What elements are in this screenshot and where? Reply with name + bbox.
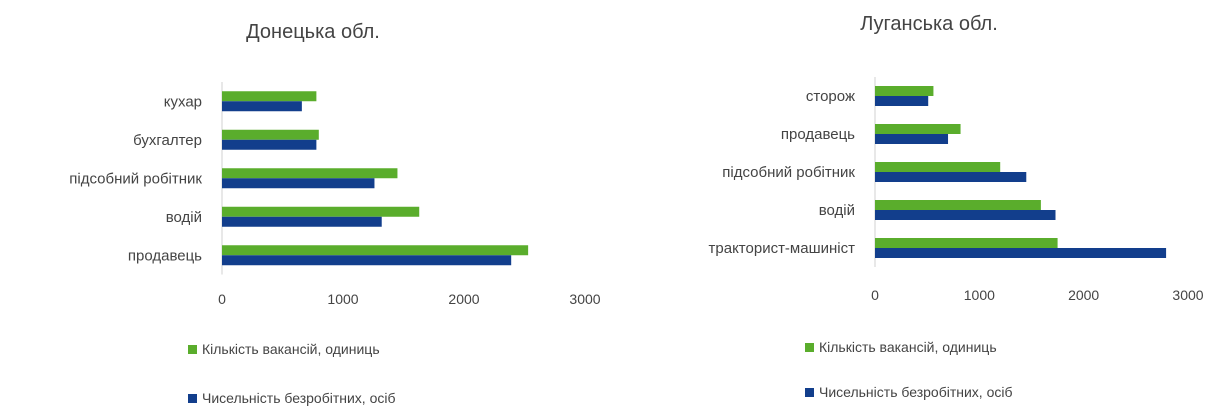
- bar: [875, 238, 1058, 248]
- legend-label: Кількість вакансій, одиниць: [202, 341, 380, 357]
- chart-luhansk: Луганська обл. сторож продавець підсобний …: [612, 0, 1223, 414]
- bar: [222, 139, 317, 150]
- legend-label: Чисельність безробітних, осіб: [819, 384, 1013, 400]
- category-label: кухар: [164, 93, 202, 110]
- bar: [222, 168, 398, 179]
- chart-donetsk: Донецька обл. кухар бухгалтер підсобний ро…: [69, 21, 601, 406]
- category-label: водій: [166, 209, 202, 226]
- x-tick-label: 3000: [1172, 287, 1203, 303]
- bar: [875, 200, 1041, 210]
- bar: [875, 124, 961, 134]
- bar: [222, 206, 420, 217]
- x-tick-label: 2000: [1068, 287, 1099, 303]
- x-tick-label: 3000: [569, 291, 600, 307]
- x-tick-label: 1000: [964, 287, 995, 303]
- chart-title: Донецька обл.: [246, 21, 380, 43]
- bar: [222, 216, 382, 227]
- legend-swatch: [805, 343, 814, 352]
- x-tick-label: 1000: [327, 291, 358, 307]
- bar: [222, 91, 317, 102]
- category-label: тракторист-машиніст: [709, 240, 856, 257]
- bar: [222, 255, 512, 266]
- x-tick-label: 0: [871, 287, 879, 303]
- x-tick-label: 0: [218, 291, 226, 307]
- category-label: продавець: [781, 126, 855, 143]
- bar: [875, 86, 934, 96]
- legend-swatch: [188, 345, 197, 354]
- bar: [875, 172, 1027, 182]
- bar: [875, 162, 1001, 172]
- legend-label: Чисельність безробітних, осіб: [202, 390, 396, 406]
- bar: [222, 129, 319, 140]
- category-label: продавець: [128, 247, 202, 264]
- legend-swatch: [188, 394, 197, 403]
- bar: [875, 248, 1167, 258]
- category-label: водій: [819, 202, 855, 219]
- bar: [222, 178, 375, 189]
- chart-luhansk-svg: Луганська обл. сторож продавець підсобний …: [709, 13, 1204, 400]
- bar: [875, 134, 949, 144]
- bar: [875, 96, 929, 106]
- category-label: бухгалтер: [133, 132, 202, 149]
- legend-swatch: [805, 388, 814, 397]
- category-label: підсобний робітник: [722, 164, 855, 181]
- legend-label: Кількість вакансій, одиниць: [819, 339, 997, 355]
- chart-donetsk-svg: Донецька обл. кухар бухгалтер підсобний ро…: [69, 21, 601, 406]
- category-label: підсобний робітник: [69, 170, 202, 187]
- category-label: сторож: [806, 88, 855, 105]
- chart-title: Луганська обл.: [860, 13, 998, 35]
- bar: [222, 101, 302, 112]
- x-tick-label: 2000: [448, 291, 479, 307]
- bar: [222, 245, 529, 256]
- bar: [875, 210, 1056, 220]
